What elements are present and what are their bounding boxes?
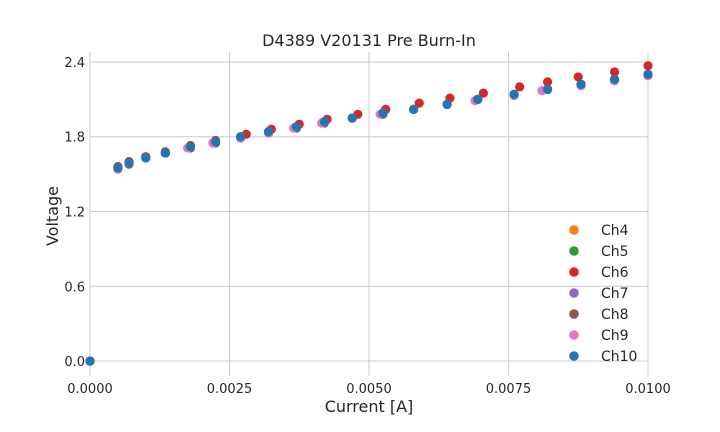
data-point (236, 132, 246, 142)
y-tick-label: 2.4 (64, 56, 85, 71)
legend-marker (569, 225, 579, 235)
legend-marker (569, 330, 579, 340)
data-point (185, 142, 196, 152)
legend-marker (569, 351, 579, 361)
data-point (542, 84, 553, 94)
data-point (263, 127, 274, 137)
x-tick-label: 0.0100 (625, 382, 671, 397)
data-point (515, 82, 525, 92)
data-point (409, 104, 419, 114)
legend-marker (569, 267, 579, 277)
data-point (643, 61, 653, 71)
series-ch10 (85, 69, 653, 366)
data-point (442, 99, 452, 109)
data-point (478, 88, 488, 98)
y-tick-labels: 0.0 0.6 1.2 1.8 2.4 (64, 56, 85, 370)
data-point (576, 79, 586, 89)
x-tick-labels: 0.0000 0.0025 0.0050 0.0075 0.0100 (67, 382, 671, 397)
y-tick-label: 0.0 (64, 355, 85, 370)
y-axis-label: Voltage (43, 186, 62, 246)
legend: Ch4 Ch5 Ch6 Ch7 Ch8 Ch9 Ch10 (569, 223, 637, 365)
data-point (542, 77, 553, 87)
legend-marker (569, 246, 579, 256)
data-point (160, 148, 170, 158)
data-point (291, 122, 302, 132)
data-point (643, 69, 653, 80)
y-tick-label: 1.2 (64, 206, 85, 221)
data-point (210, 137, 221, 147)
grid-lines (89, 52, 649, 376)
data-point (113, 163, 123, 173)
data-point (609, 74, 620, 85)
y-tick-label: 0.6 (64, 280, 85, 295)
data-point (347, 113, 357, 123)
legend-label: Ch5 (601, 244, 629, 260)
data-points (85, 61, 653, 366)
data-point (609, 67, 620, 77)
data-point (473, 94, 483, 104)
x-axis-label: Current [A] (325, 397, 414, 416)
data-point (509, 89, 519, 99)
data-point (319, 117, 329, 127)
data-point (378, 108, 388, 118)
data-point (573, 72, 583, 82)
data-point (414, 98, 424, 108)
legend-label: Ch10 (601, 349, 637, 365)
x-tick-label: 0.0025 (207, 382, 253, 397)
legend-label: Ch9 (601, 328, 629, 344)
legend-label: Ch8 (601, 307, 629, 323)
legend-label: Ch6 (601, 265, 629, 281)
legend-marker (569, 288, 579, 298)
data-point (85, 356, 95, 366)
data-point (124, 158, 134, 168)
x-tick-label: 0.0050 (346, 382, 392, 397)
legend-label: Ch4 (601, 223, 629, 239)
x-tick-label: 0.0000 (67, 382, 113, 397)
legend-marker (569, 309, 579, 319)
legend-label: Ch7 (601, 286, 629, 302)
y-tick-label: 1.8 (64, 131, 85, 146)
data-point (141, 153, 151, 163)
chart-title: D4389 V20131 Pre Burn-In (262, 31, 476, 50)
x-tick-label: 0.0075 (486, 382, 532, 397)
